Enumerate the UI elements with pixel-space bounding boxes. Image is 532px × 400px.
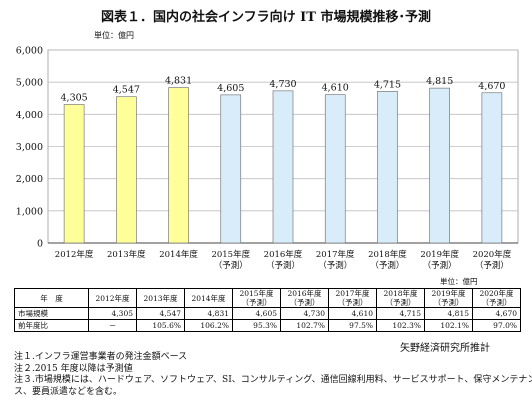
chart-unit-label: 単位：億円 — [94, 31, 134, 40]
header-cell: 2013年度 — [136, 288, 185, 308]
value-cell: 106.2% — [184, 319, 233, 332]
data-label: 4,815 — [426, 76, 453, 87]
data-label: 4,305 — [61, 93, 88, 104]
y-tick-label: 0 — [37, 239, 43, 250]
value-cell: 97.5% — [328, 319, 377, 332]
table-row: 前年度比－ 105.6% 106.2% 95.3% 102.7% 97.5% 102.3% 1… — [14, 319, 521, 332]
value-cell: 4,815 — [424, 307, 473, 320]
data-label: 4,610 — [322, 83, 349, 94]
table-unit-label: 単位：億円 — [440, 277, 478, 286]
x-tick-label: 2019年度 — [420, 249, 459, 260]
data-label: 4,715 — [374, 79, 401, 90]
bar — [63, 104, 85, 244]
value-cell: 105.6% — [136, 319, 185, 332]
value-cell: 4,610 — [328, 307, 377, 320]
source-credit: 矢野経済研究所推計 — [400, 343, 490, 354]
x-tick-label: 2013年度 — [107, 249, 146, 260]
bar — [272, 90, 294, 244]
footnote: 注３.市場規模には、ハードウェア、ソフトウェア、SI、コンサルティング、通信回線… — [14, 375, 532, 385]
data-table: 年 度 2012年度 2013年度 2014年度 2015年度 （予測） 2016年度 （予測… — [14, 288, 521, 332]
y-tick-label: 3,000 — [16, 142, 43, 153]
bar — [324, 94, 346, 244]
value-cell: 4,670 — [472, 307, 521, 320]
y-tick-label: 6,000 — [16, 46, 43, 57]
x-tick-label: 2020年度 — [473, 249, 512, 260]
data-label: 4,547 — [113, 85, 140, 96]
bar — [429, 87, 450, 244]
value-cell: － — [88, 319, 137, 332]
x-tick-label: （予測） — [318, 260, 352, 271]
header-cell: 2019年度 （予測） — [424, 288, 473, 308]
bar — [116, 96, 137, 244]
footnote: 注１.インフラ運営事業者の発注金額ベース — [14, 352, 188, 362]
header-cell: 2016年度 （予測） — [280, 288, 329, 308]
data-label: 4,670 — [478, 81, 505, 92]
x-tick-label: 2018年度 — [368, 249, 407, 260]
x-tick-label: （予測） — [266, 260, 300, 271]
y-tick-label: 4,000 — [16, 110, 43, 121]
chart-title: 図表１．国内の社会インフラ向け IT 市場規模推移･予測 — [101, 10, 431, 25]
x-tick-label: 2014年度 — [159, 249, 198, 260]
x-tick-label: 2012年度 — [55, 249, 94, 260]
bar — [377, 91, 398, 244]
value-cell: 4,730 — [280, 307, 329, 320]
y-tick-label: 2,000 — [16, 174, 43, 185]
data-label: 4,730 — [269, 79, 296, 90]
data-label: 4,831 — [165, 76, 192, 87]
footnote: ス、要員派遣などを含む。 — [14, 386, 123, 397]
data-label: 4,605 — [217, 83, 244, 94]
header-cell: 2012年度 — [88, 288, 137, 308]
x-tick-label: （予測） — [423, 260, 457, 271]
bar — [168, 87, 189, 244]
bar — [220, 94, 242, 244]
x-tick-label: 2017年度 — [316, 249, 355, 260]
x-tick-label: （予測） — [475, 260, 509, 271]
footnote: 注２.2015 年度以降は予測値 — [14, 363, 133, 374]
x-tick-label: 2016年度 — [264, 249, 303, 260]
header-cell: 2017年度 （予測） — [328, 288, 377, 308]
footnotes: 注１.インフラ運営事業者の発注金額ベース 注２.2015 年度以降は予測値 注３… — [14, 352, 532, 398]
y-tick-label: 1,000 — [16, 206, 43, 217]
y-tick-label: 5,000 — [16, 78, 43, 89]
header-cell: 2018年度 （予測） — [376, 288, 425, 308]
value-cell: 95.3% — [232, 319, 281, 332]
header-label-cell: 年 度 — [14, 288, 89, 308]
table-header-row: 年 度 2012年度 2013年度 2014年度 2015年度 （予測） 2016年度 （予測… — [14, 288, 521, 308]
x-tick-label: 2015年度 — [211, 249, 250, 260]
value-cell: 4,547 — [136, 307, 185, 320]
value-cell: 4,831 — [184, 307, 233, 320]
value-cell: 102.3% — [376, 319, 425, 332]
value-cell: 102.7% — [280, 319, 329, 332]
x-tick-label: （予測） — [214, 260, 248, 271]
table-row: 市場規模 4,305 4,547 4,831 4,605 4,730 4,610 4,715 4… — [14, 307, 521, 320]
value-cell: 4,715 — [376, 307, 425, 320]
row-label-cell: 市場規模 — [14, 307, 89, 320]
value-cell: 97.0% — [472, 319, 521, 332]
bar-chart: 0 1,000 2,000 3,000 4,000 5,000 6,000 4,305 2012… — [16, 46, 519, 271]
header-cell: 2014年度 — [184, 288, 233, 308]
value-cell: 4,305 — [88, 307, 137, 320]
bar — [481, 92, 503, 244]
value-cell: 4,605 — [232, 307, 281, 320]
header-cell: 2015年度 （予測） — [232, 288, 281, 308]
row-label-cell: 前年度比 — [14, 319, 89, 332]
header-cell: 2020年度 （予測） — [472, 288, 521, 308]
value-cell: 102.1% — [424, 319, 473, 332]
x-tick-label: （予測） — [370, 260, 404, 271]
